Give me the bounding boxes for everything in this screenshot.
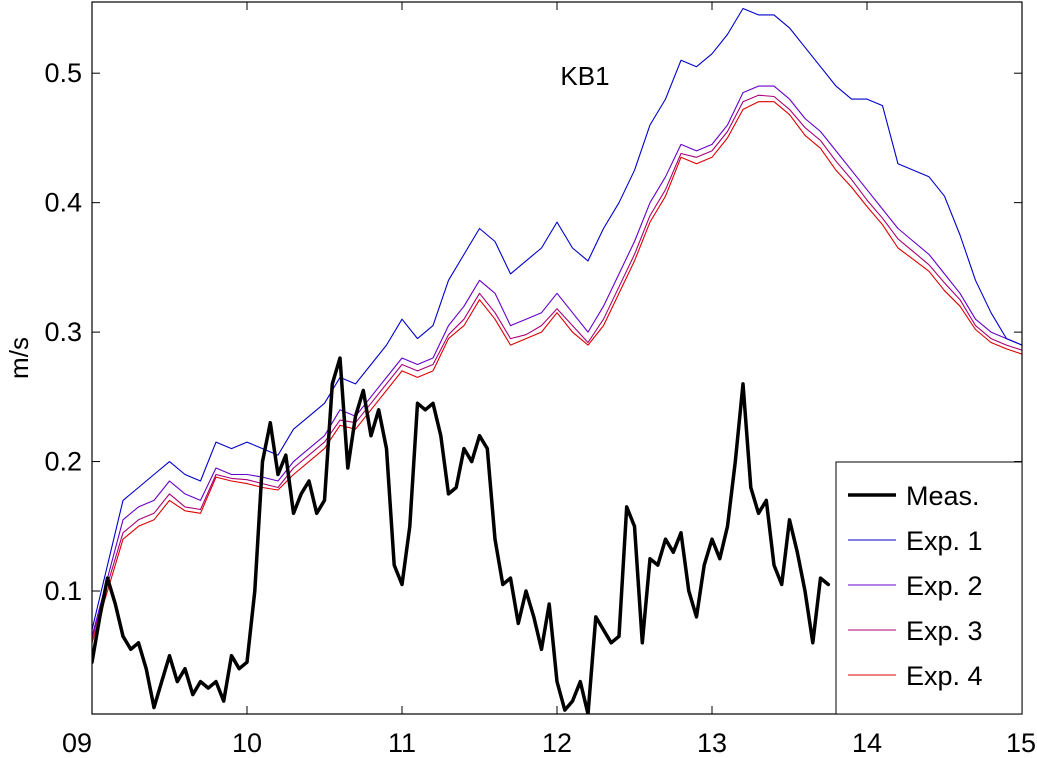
x-tick-label: 14 [852, 728, 882, 758]
y-tick-label: 0.1 [44, 576, 82, 606]
y-tick-label: 0.2 [44, 447, 82, 477]
legend-entry: Exp. 2 [906, 571, 983, 601]
legend: Meas. Exp. 1 Exp. 2 Exp. 3 Exp. 4 [835, 461, 1023, 715]
x-tick-label: 12 [542, 728, 572, 758]
series-layer [92, 7, 1022, 714]
y-tick-label: 0.4 [44, 188, 82, 218]
y-tick-label: 0.5 [44, 58, 82, 88]
legend-entry: Exp. 1 [906, 526, 983, 556]
legend-entry: Meas. [906, 481, 980, 511]
series-line-exp-1 [92, 7, 1022, 631]
x-tick-label: 09 [62, 728, 92, 758]
chart-title: KB1 [560, 61, 609, 91]
x-tick-label: 15 [1006, 728, 1036, 758]
series-line-meas [92, 356, 831, 714]
legend-box [835, 461, 1023, 715]
y-axis-label: m/s [4, 337, 34, 379]
x-tick-label: 10 [232, 728, 262, 758]
axes-layer: 09 10 11 12 13 14 15 0.1 0.2 0.3 0.4 0.5 [44, 2, 1036, 758]
series-line-exp-2 [92, 85, 1022, 637]
series-line-exp-3 [92, 94, 1022, 640]
x-tick-label: 13 [697, 728, 727, 758]
legend-entry: Exp. 3 [906, 616, 983, 646]
legend-entry: Exp. 4 [906, 661, 983, 691]
series-line-exp-4 [92, 101, 1022, 644]
y-tick-label: 0.3 [44, 317, 82, 347]
x-tick-label: 11 [388, 728, 416, 758]
